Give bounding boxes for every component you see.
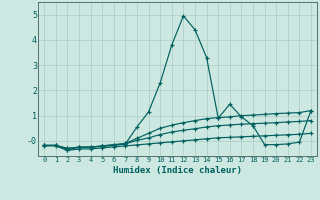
X-axis label: Humidex (Indice chaleur): Humidex (Indice chaleur) bbox=[113, 166, 242, 175]
